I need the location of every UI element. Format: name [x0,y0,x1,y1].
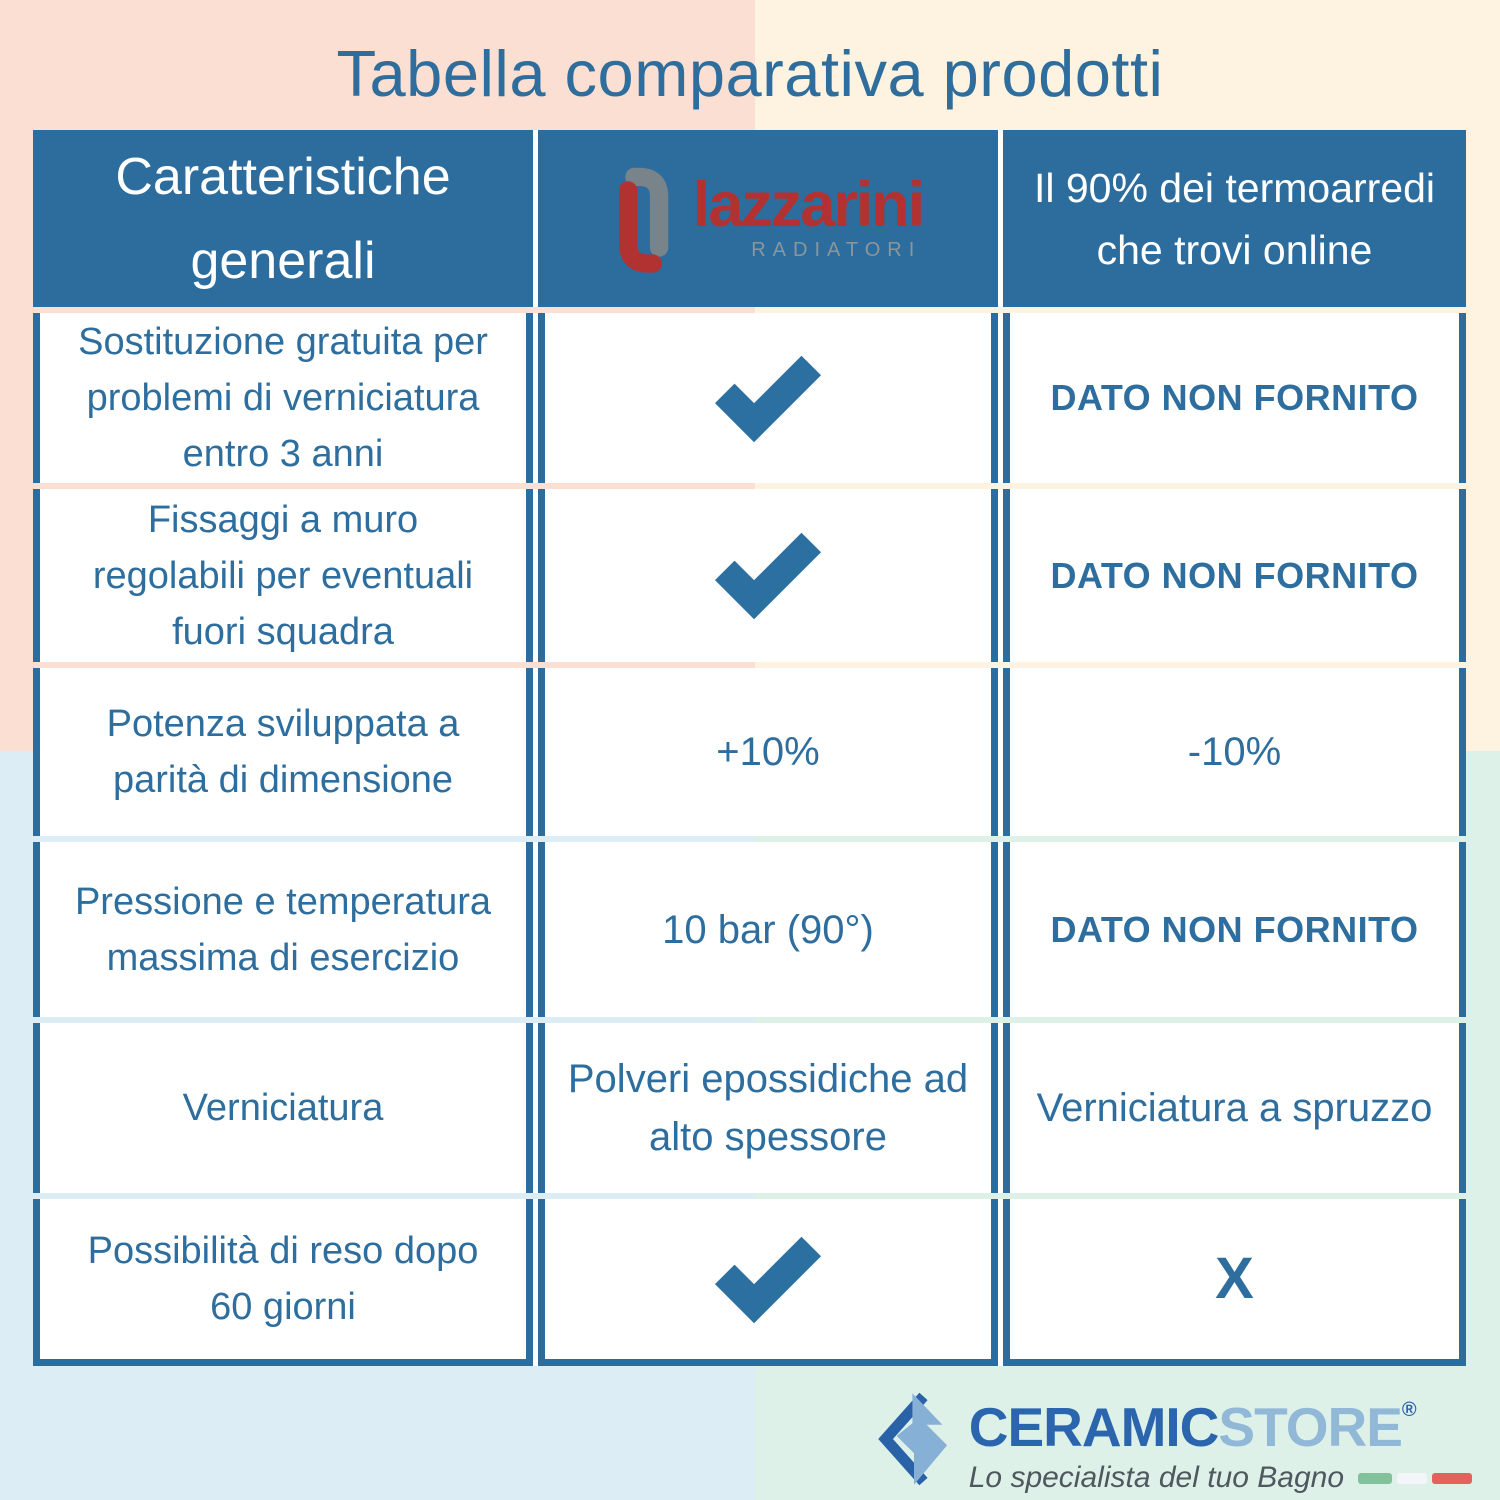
lazzarini-icon [618,167,668,273]
competitor-value: Verniciatura a spruzzo [1036,1086,1433,1130]
lazzarini-value: Polveri epossidiche ad alto spessore [567,1057,969,1159]
feature-cell: Possibilità di reso dopo 60 giorni [33,1199,533,1366]
lazzarini-value-cell [538,489,998,662]
brand-part-light: STORE [1218,1396,1402,1458]
lazzarini-subtitle: RADIATORI [751,239,922,261]
lazzarini-value: 10 bar (90°) [662,907,874,952]
feature-text: Fissaggi a muro regolabili per eventuali… [92,498,474,653]
feature-text: Verniciatura [182,1087,384,1129]
ceramicstore-tagline: Lo specialista del tuo Bagno [969,1461,1472,1495]
check-icon [714,532,822,620]
ceramicstore-wordmark: CERAMICSTORE® [969,1383,1472,1455]
ceramicstore-logo: CERAMICSTORE® Lo specialista del tuo Bag… [873,1383,1472,1495]
lazzarini-logo: lazzarini RADIATORI [613,165,926,273]
row-separator [33,836,1466,842]
competitor-value-cell: -10% [1003,668,1466,836]
italy-flag-icon [1358,1472,1472,1484]
header-competitor-label: Il 90% dei termoarredi che trovi online [1033,164,1436,273]
feature-cell: Pressione e temperatura massima di eserc… [33,842,533,1017]
check-icon [714,1236,822,1323]
row-separator [33,1193,1466,1199]
brand-part-dark: CERAMIC [968,1396,1220,1458]
competitor-value: DATO NON FORNITO [1050,908,1419,950]
lazzarini-value-cell [538,313,998,483]
header-features: Caratteristiche generali [33,130,533,307]
page-title: Tabella comparativa prodotti [336,37,1164,110]
row-separator [33,1017,1466,1023]
header-competitor: Il 90% dei termoarredi che trovi online [1003,130,1466,307]
lazzarini-value-cell: 10 bar (90°) [538,842,998,1017]
feature-cell: Verniciatura [33,1023,533,1193]
lazzarini-value: +10% [716,730,820,774]
feature-cell: Fissaggi a muro regolabili per eventuali… [33,489,533,662]
comparison-table: Caratteristiche generali lazzarini RADIA… [33,130,1466,1366]
competitor-value: -10% [1187,730,1282,774]
feature-text: Sostituzione gratuita per problemi di ve… [78,321,488,475]
ceramicstore-text: CERAMICSTORE® Lo specialista del tuo Bag… [969,1383,1472,1495]
lazzarini-value-cell: Polveri epossidiche ad alto spessore [538,1023,998,1193]
registered-mark: ® [1401,1399,1417,1421]
lazzarini-wordmark: lazzarini RADIATORI [692,170,926,262]
competitor-value-cell: DATO NON FORNITO [1003,842,1466,1017]
feature-text: Possibilità di reso dopo 60 giorni [87,1230,479,1328]
competitor-value: DATO NON FORNITO [1050,377,1419,418]
x-mark: X [1215,1246,1254,1311]
ceramicstore-icon [877,1392,947,1486]
check-icon [714,355,822,442]
header-lazzarini: lazzarini RADIATORI [538,130,998,307]
feature-cell: Sostituzione gratuita per problemi di ve… [33,313,533,483]
feature-text: Potenza sviluppata a parità di dimension… [106,703,460,801]
competitor-value-cell: DATO NON FORNITO [1003,489,1466,662]
row-separator [33,307,1466,313]
tagline-text: Lo specialista del tuo Bagno [968,1461,1344,1494]
competitor-value-cell: DATO NON FORNITO [1003,313,1466,483]
lazzarini-value-cell: +10% [538,668,998,836]
lazzarini-name: lazzarini [692,170,926,240]
competitor-value-cell: X [1003,1199,1466,1366]
lazzarini-value-cell [538,1199,998,1366]
feature-text: Pressione e temperatura massima di eserc… [74,880,492,979]
header-features-label: Caratteristiche generali [115,147,451,290]
row-separator [33,662,1466,668]
competitor-value-cell: Verniciatura a spruzzo [1003,1023,1466,1193]
competitor-value: DATO NON FORNITO [1050,554,1419,596]
feature-cell: Potenza sviluppata a parità di dimension… [33,668,533,836]
row-separator [33,483,1466,489]
